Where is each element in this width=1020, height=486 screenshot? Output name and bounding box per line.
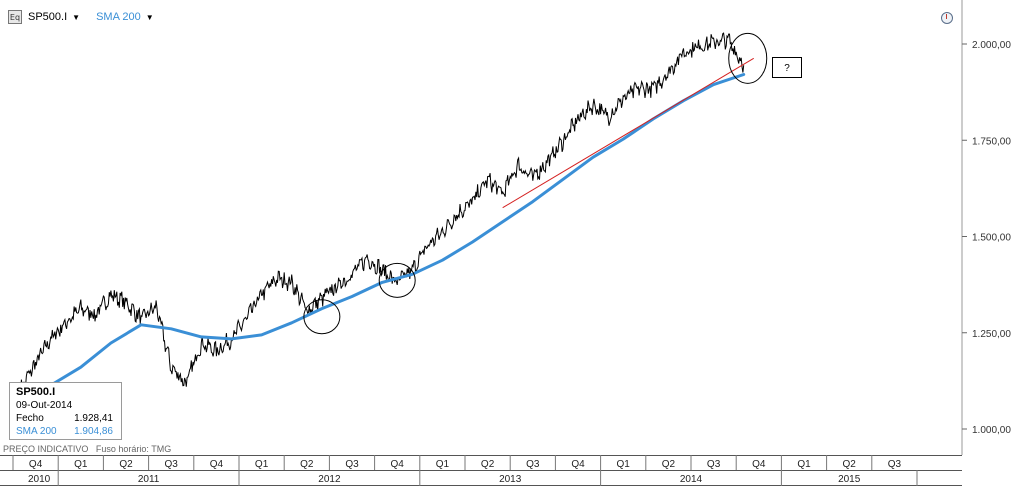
tooltip-symbol: SP500.I [16,386,56,398]
tooltip-sma-value: 1.904,86 [74,426,113,437]
tooltip-date: 09-Out-2014 [16,400,73,411]
quarter-label: Q1 [74,459,88,470]
tooltip-sma-row: SMA 200 1.904,86 [16,425,121,438]
quarter-label: Q2 [843,459,857,470]
quarter-label: Q1 [617,459,631,470]
quarter-label: Q1 [436,459,450,470]
chart-toolbar: Eq SP500.I ▼ SMA 200 ▼ [8,8,170,26]
quarter-label: Q4 [571,459,585,470]
indicator-label: SMA 200 [96,11,141,23]
quarter-label: Q3 [526,459,540,470]
year-label: 2013 [499,474,522,485]
y-axis: 1.000,00 1.250,00 1.500,00 1.750,00 2.000,00 [962,40,1011,436]
indicator-selector[interactable]: SMA 200 ▼ [96,11,154,23]
chevron-down-icon: ▼ [145,12,154,22]
quarter-label: Q3 [707,459,721,470]
data-tooltip: SP500.I 09-Out-2014 Fecho 1.928,41 SMA 2… [9,382,122,440]
quarter-label: Q4 [29,459,43,470]
quarter-label: Q2 [662,459,676,470]
quarter-label: Q4 [391,459,405,470]
x-axis: Q4 Q1 Q2 Q3 Q4 Q1 Q2 Q3 Q4 Q1 Q2 Q3 Q4 Q1 Q2 Q3 Q4 Q1 Q2 Q3… [0,455,1020,486]
y-tick-label: 1.750,00 [972,136,1011,147]
quarter-label: Q3 [165,459,179,470]
sma-series-line [19,73,746,397]
symbol-label: SP500.I [28,11,68,23]
highlight-circle [303,299,341,335]
quarter-label: Q3 [888,459,902,470]
highlight-circle [728,32,768,84]
price-series-line [20,32,745,397]
tooltip-close-label: Fecho [16,413,44,424]
quarter-label: Q3 [345,459,359,470]
symbol-selector[interactable]: SP500.I ▼ [28,11,80,23]
quarter-label: Q4 [210,459,224,470]
year-label: 2011 [138,474,160,485]
y-tick-label: 1.500,00 [972,233,1011,244]
year-label: 2015 [838,474,861,485]
chart-annotations [303,32,768,335]
y-tick-label: 2.000,00 [972,40,1011,51]
quarter-label: Q2 [300,459,314,470]
chart-footer: PREÇO INDICATIVO Fuso horário: TMG [3,444,171,454]
chevron-down-icon: ▼ [72,12,81,22]
tooltip-sma-label: SMA 200 [16,426,57,437]
quarter-label: Q1 [255,459,269,470]
y-tick-label: 1.250,00 [972,329,1011,340]
chart-series [19,32,746,397]
year-label: 2014 [680,474,703,485]
highlight-circle [378,262,416,298]
trendline [502,57,754,209]
quarter-label: Q4 [752,459,766,470]
price-note: PREÇO INDICATIVO [3,444,89,454]
year-label: 2010 [28,474,51,485]
year-label: 2012 [318,474,341,485]
clock-icon[interactable] [941,12,953,24]
quarter-label: Q1 [797,459,811,470]
tooltip-close-value: 1.928,41 [74,413,113,424]
quarter-label: Q2 [481,459,495,470]
quarter-label: Q2 [119,459,133,470]
instrument-icon[interactable]: Eq [8,10,22,24]
tooltip-close-row: Fecho 1.928,41 [16,412,121,425]
y-tick-label: 1.000,00 [972,425,1011,436]
question-annotation: ? [772,57,802,78]
timezone-note: Fuso horário: TMG [95,444,172,454]
